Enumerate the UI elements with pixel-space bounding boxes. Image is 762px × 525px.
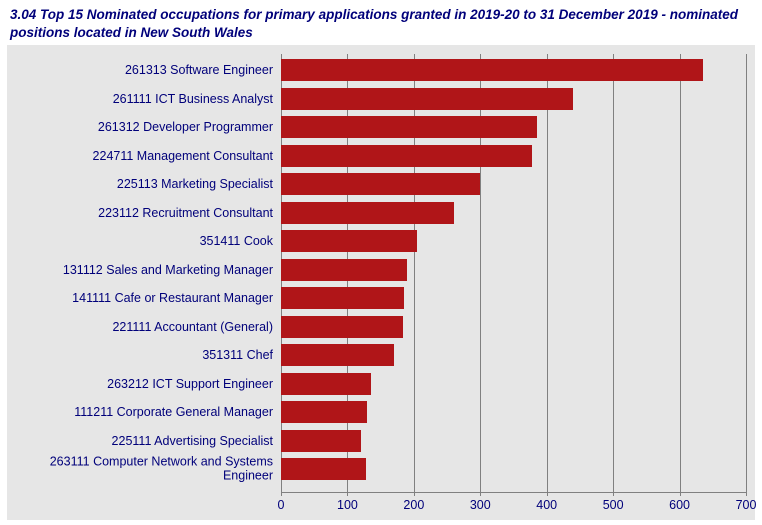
chart-area: 0 100 200 300 400 500 600 700 261313 Software En… [7, 45, 755, 520]
bar [281, 344, 394, 366]
category-label: 261111 ICT Business Analyst [13, 91, 273, 105]
xtick-label: 200 [403, 498, 424, 512]
category-label: 225113 Marketing Specialist [13, 177, 273, 191]
gridline [547, 54, 548, 492]
category-label: 351311 Chef [13, 348, 273, 362]
xtick-label: 600 [669, 498, 690, 512]
bar [281, 316, 403, 338]
xtick-label: 100 [337, 498, 358, 512]
chart-title: 3.04 Top 15 Nominated occupations for pr… [10, 6, 750, 41]
bar [281, 259, 407, 281]
category-label: 261313 Software Engineer [13, 63, 273, 77]
category-label: 111211 Corporate General Manager [13, 405, 273, 419]
gridline [680, 54, 681, 492]
xtick-label: 500 [603, 498, 624, 512]
gridline [746, 54, 747, 492]
bar [281, 401, 367, 423]
bar [281, 88, 573, 110]
xtick-label: 700 [736, 498, 757, 512]
category-label: 261312 Developer Programmer [13, 120, 273, 134]
category-label: 224711 Management Consultant [13, 148, 273, 162]
bar [281, 373, 371, 395]
figure-container: 3.04 Top 15 Nominated occupations for pr… [0, 0, 762, 525]
gridline [613, 54, 614, 492]
category-label: 225111 Advertising Specialist [13, 433, 273, 447]
bar [281, 59, 703, 81]
plot-area: 0100200300400500600700261313 Software En… [281, 54, 746, 492]
xtick-label: 300 [470, 498, 491, 512]
bar [281, 173, 480, 195]
category-label: 223112 Recruitment Consultant [13, 205, 273, 219]
bar [281, 116, 537, 138]
bar [281, 287, 404, 309]
xtick-mark [746, 492, 747, 496]
bar [281, 145, 532, 167]
bar [281, 430, 361, 452]
bar [281, 230, 417, 252]
bar [281, 458, 366, 480]
xtick-label: 0 [278, 498, 285, 512]
category-label: 263212 ICT Support Engineer [13, 376, 273, 390]
category-label: 141111 Cafe or Restaurant Manager [13, 291, 273, 305]
bar [281, 202, 454, 224]
xtick-label: 400 [536, 498, 557, 512]
category-label: 131112 Sales and Marketing Manager [13, 262, 273, 276]
category-label: 263111 Computer Network and Systems Engi… [13, 455, 273, 484]
category-label: 351411 Cook [13, 234, 273, 248]
x-axis-line [281, 492, 746, 493]
category-label: 221111 Accountant (General) [13, 319, 273, 333]
